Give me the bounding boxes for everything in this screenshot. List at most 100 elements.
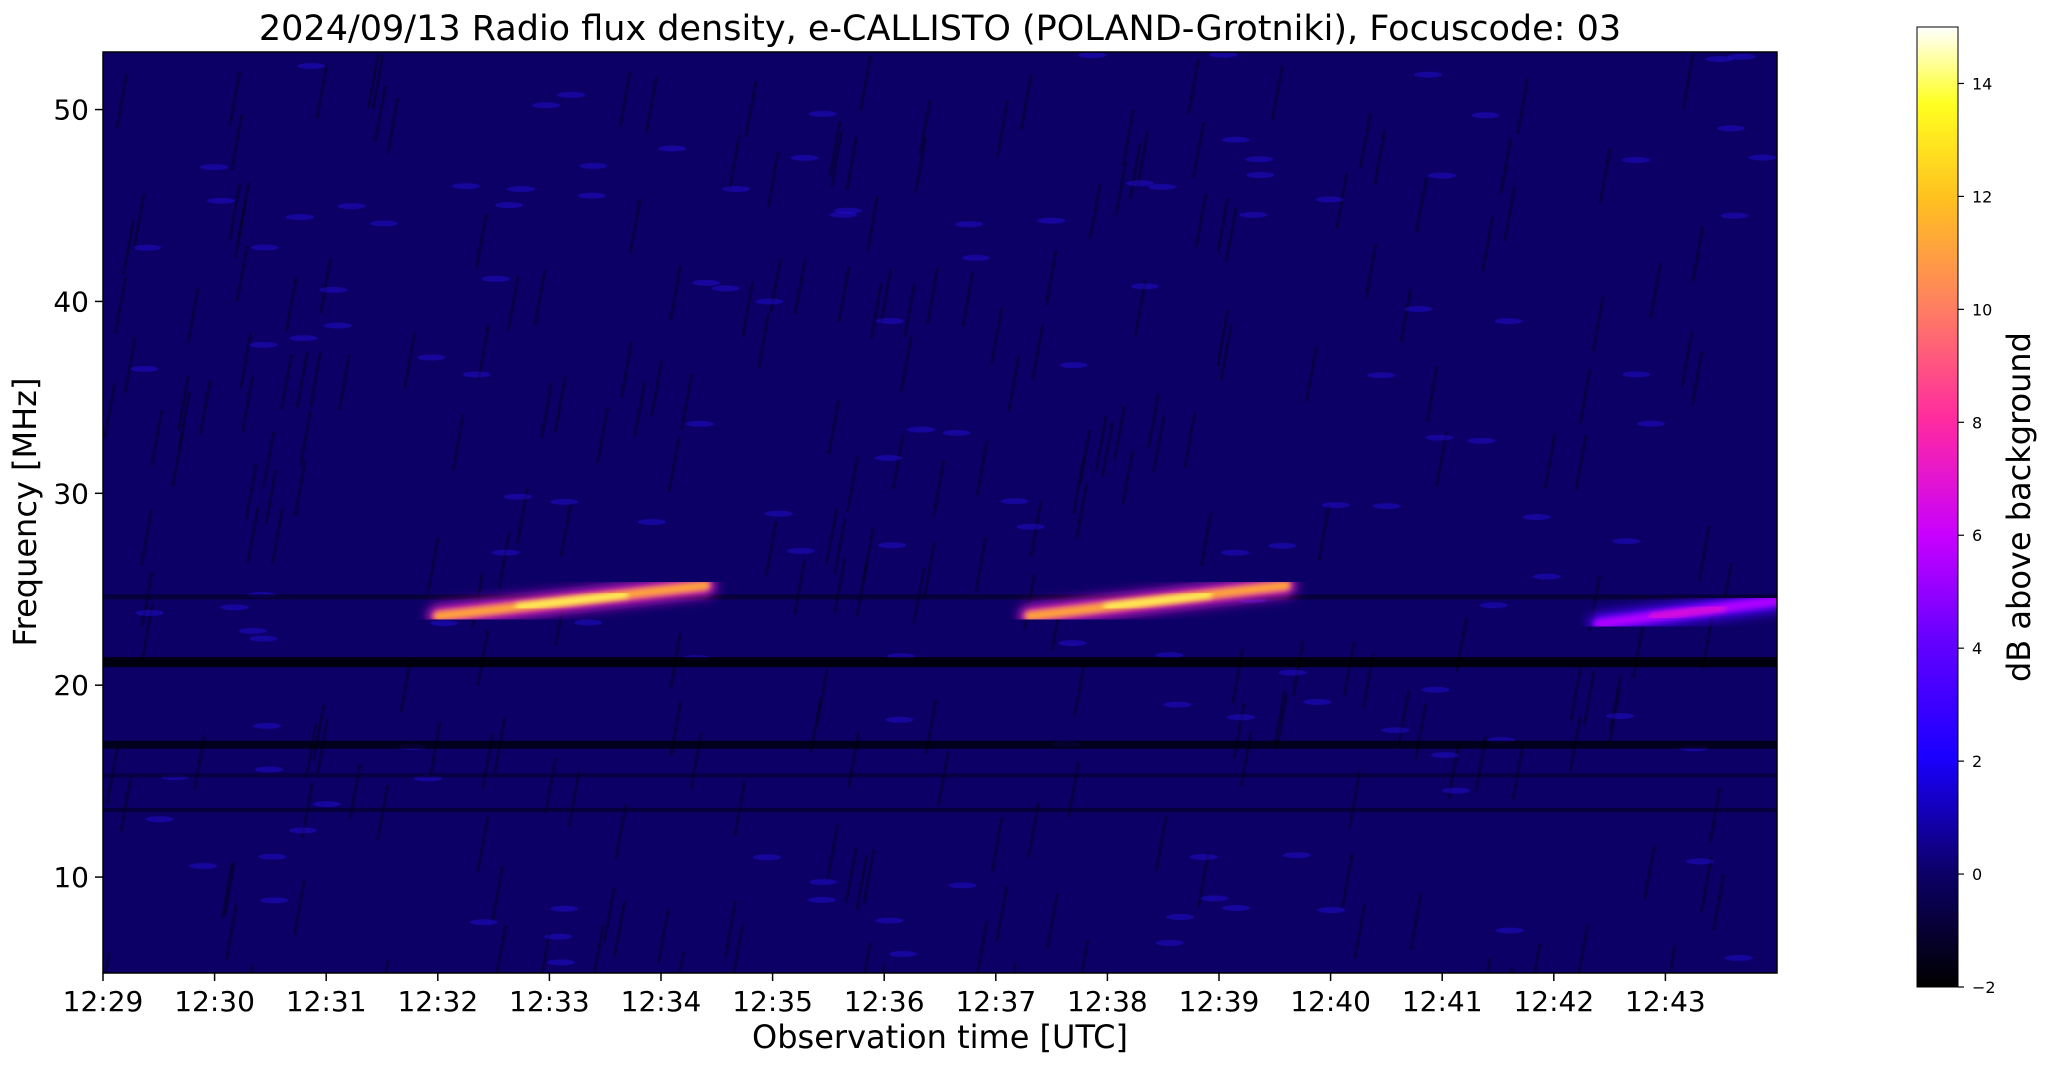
texture-streak [1194, 193, 1208, 250]
texture-speckle [1748, 154, 1777, 161]
texture-streak [793, 258, 807, 315]
texture-streak [833, 557, 847, 614]
texture-streak [476, 816, 490, 873]
texture-streak [451, 414, 465, 470]
texture-streak [1152, 416, 1166, 473]
texture-streak [1499, 138, 1513, 194]
texture-streak [474, 213, 488, 269]
texture-speckle [1637, 420, 1666, 427]
texture-streak [1409, 894, 1423, 950]
x-axis: 12:29 12:30 12:31 12:32 12:33 12:34 12:35 12:36… [63, 973, 1706, 1018]
texture-streak [866, 195, 880, 252]
texture-streak [1273, 690, 1287, 746]
y-tick-label: 10 [53, 861, 89, 894]
texture-streak [132, 193, 146, 250]
texture-streak [1680, 331, 1694, 387]
texture-speckle [1727, 53, 1756, 60]
texture-speckle [319, 286, 348, 293]
texture-streak [826, 823, 840, 880]
texture-streak [932, 460, 946, 517]
texture-speckle [544, 933, 573, 940]
texture-streak [139, 509, 153, 565]
texture-streak [1128, 143, 1142, 199]
texture-streak [1486, 958, 1492, 973]
texture-speckle [1000, 498, 1029, 505]
texture-streak [1533, 943, 1542, 973]
texture-streak [1335, 173, 1349, 229]
texture-speckle [722, 185, 751, 192]
texture-streak [178, 391, 192, 448]
texture-speckle [369, 220, 398, 227]
texture-streak [861, 527, 875, 584]
texture-streak [1121, 109, 1135, 166]
texture-streak [1516, 78, 1530, 134]
texture-speckle [1189, 853, 1218, 860]
texture-streak [859, 55, 873, 111]
texture-streak [1435, 431, 1449, 487]
texture-streak [732, 922, 745, 973]
texture-streak [1183, 412, 1197, 468]
texture-speckle [1494, 318, 1523, 325]
texture-speckle [685, 420, 714, 427]
texture-streak [1708, 787, 1722, 843]
texture-streak [918, 99, 932, 156]
texture-streak [869, 283, 883, 339]
texture-speckle [1058, 640, 1087, 647]
texture-streak [1044, 250, 1058, 306]
texture-speckle [253, 722, 282, 729]
colorbar-tick-label: −2 [1972, 978, 1996, 997]
texture-speckle [885, 716, 914, 723]
texture-speckle [550, 905, 579, 912]
texture-streak [114, 277, 127, 334]
texture-streak [567, 771, 581, 827]
texture-speckle [1367, 372, 1396, 379]
texture-speckle [135, 609, 164, 616]
texture-streak [990, 816, 1004, 873]
texture-streak [103, 500, 105, 511]
texture-speckle [1621, 156, 1650, 163]
texture-streak [1358, 113, 1372, 169]
texture-speckle [1016, 523, 1045, 530]
interference-lane [103, 773, 1777, 778]
texture-streak [426, 537, 440, 594]
texture-streak [1121, 449, 1135, 505]
texture-streak [1196, 852, 1210, 909]
texture-streak [620, 341, 634, 398]
texture-streak [1317, 504, 1331, 561]
x-tick-label: 12:39 [1179, 985, 1260, 1018]
texture-streak [1031, 323, 1045, 380]
texture-streak [309, 351, 323, 407]
texture-speckle [1495, 927, 1524, 934]
texture-streak [367, 52, 380, 109]
texture-streak [618, 71, 632, 128]
x-tick-label: 12:42 [1513, 985, 1594, 1018]
texture-streak [533, 269, 547, 326]
texture-streak [544, 757, 558, 814]
texture-streak [975, 920, 989, 973]
texture-speckle [323, 322, 352, 329]
texture-streak [376, 784, 390, 841]
texture-streak [855, 855, 869, 911]
texture-streak [1643, 844, 1657, 900]
texture-speckle [942, 429, 971, 436]
burst-core [1103, 591, 1212, 610]
texture-speckle [1059, 362, 1088, 369]
texture-streak [1577, 924, 1590, 973]
texture-streak [1154, 815, 1168, 872]
texture-streak [280, 353, 294, 410]
texture-speckle [1471, 112, 1500, 119]
texture-streak [669, 265, 683, 321]
texture-streak [733, 780, 747, 836]
spectrogram-background [103, 52, 1777, 973]
texture-streak [1447, 742, 1461, 799]
texture-speckle [1425, 434, 1454, 441]
texture-streak [1231, 647, 1245, 704]
texture-streak [1690, 350, 1704, 407]
plot-area [103, 52, 1777, 973]
colorbar-ticks: −2 0 2 4 6 8 10 12 14 [1958, 74, 1996, 997]
texture-streak [678, 951, 686, 973]
texture-speckle [462, 371, 491, 378]
texture-speckle [220, 604, 249, 611]
texture-streak [727, 135, 741, 191]
texture-streak [846, 456, 859, 512]
